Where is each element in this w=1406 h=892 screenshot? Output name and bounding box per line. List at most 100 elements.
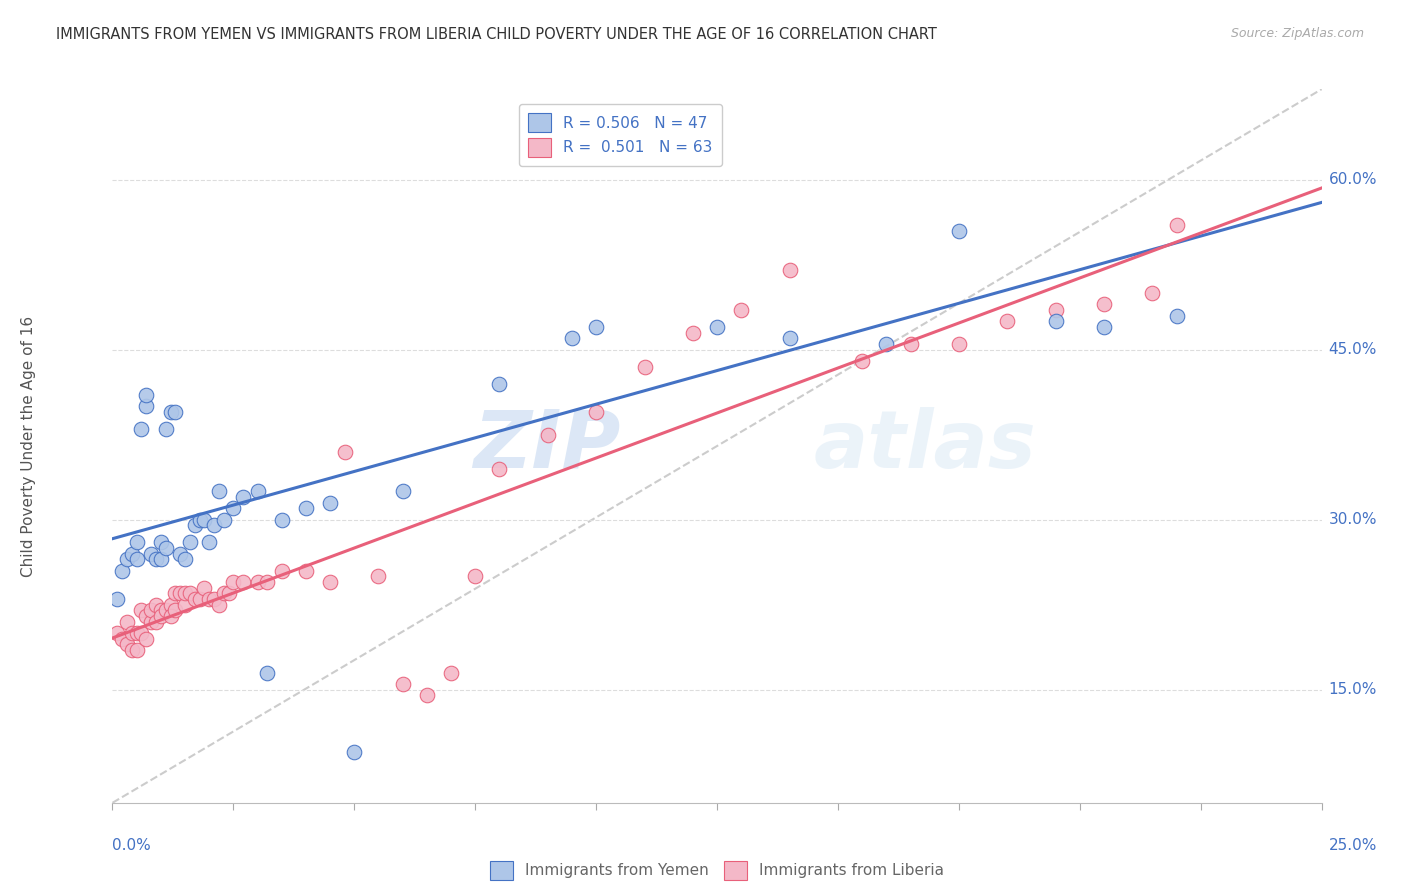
Point xyxy=(270,564,292,578)
Point xyxy=(149,603,172,617)
Point xyxy=(115,552,138,566)
Point xyxy=(165,405,187,419)
Point xyxy=(145,598,167,612)
Point xyxy=(169,586,191,600)
Point xyxy=(948,337,970,351)
Point xyxy=(193,581,215,595)
Point xyxy=(159,608,181,623)
Point xyxy=(948,224,970,238)
Legend: Immigrants from Yemen, Immigrants from Liberia: Immigrants from Yemen, Immigrants from L… xyxy=(482,854,952,888)
Point xyxy=(995,314,1018,328)
Point xyxy=(1142,286,1164,301)
Point xyxy=(155,603,177,617)
Point xyxy=(464,569,486,583)
Point xyxy=(121,547,143,561)
Point xyxy=(174,598,197,612)
Point xyxy=(391,484,413,499)
Point xyxy=(1166,309,1188,323)
Text: ZIP: ZIP xyxy=(472,407,620,485)
Point xyxy=(779,331,801,345)
Point xyxy=(135,400,157,414)
Point xyxy=(188,591,211,606)
Point xyxy=(256,574,278,589)
Point xyxy=(115,637,138,651)
Point xyxy=(198,591,221,606)
Point xyxy=(212,586,235,600)
Text: 45.0%: 45.0% xyxy=(1329,343,1376,357)
Text: Child Poverty Under the Age of 16: Child Poverty Under the Age of 16 xyxy=(21,316,35,576)
Point xyxy=(585,405,607,419)
Point xyxy=(1092,320,1115,334)
Point xyxy=(111,564,134,578)
Point xyxy=(149,552,172,566)
Point xyxy=(155,422,177,436)
Point xyxy=(111,632,134,646)
Point xyxy=(149,608,172,623)
Point xyxy=(198,535,221,549)
Point xyxy=(145,552,167,566)
Point xyxy=(202,518,225,533)
Point xyxy=(343,745,366,759)
Point xyxy=(232,574,254,589)
Point xyxy=(367,569,389,583)
Point xyxy=(135,608,157,623)
Text: 60.0%: 60.0% xyxy=(1329,172,1376,187)
Point xyxy=(105,626,128,640)
Point xyxy=(174,552,197,566)
Point xyxy=(141,615,163,629)
Point xyxy=(222,501,245,516)
Point xyxy=(115,615,138,629)
Point xyxy=(121,643,143,657)
Point xyxy=(488,461,510,475)
Point xyxy=(730,303,752,318)
Point xyxy=(159,598,181,612)
Point xyxy=(131,626,153,640)
Point xyxy=(149,535,172,549)
Point xyxy=(141,603,163,617)
Point xyxy=(319,495,342,509)
Point xyxy=(105,591,128,606)
Point xyxy=(391,677,413,691)
Point xyxy=(202,591,225,606)
Point xyxy=(295,501,318,516)
Point xyxy=(585,320,607,334)
Point xyxy=(319,574,342,589)
Point xyxy=(212,513,235,527)
Point xyxy=(682,326,704,340)
Point xyxy=(193,513,215,527)
Text: 15.0%: 15.0% xyxy=(1329,682,1376,697)
Point xyxy=(416,688,439,702)
Point xyxy=(706,320,728,334)
Point xyxy=(159,405,181,419)
Point xyxy=(145,615,167,629)
Point xyxy=(155,541,177,555)
Point xyxy=(875,337,897,351)
Point xyxy=(222,574,245,589)
Point xyxy=(208,598,231,612)
Point xyxy=(851,354,873,368)
Point xyxy=(174,586,197,600)
Point xyxy=(183,518,205,533)
Point xyxy=(125,552,148,566)
Point xyxy=(125,643,148,657)
Point xyxy=(440,665,463,680)
Point xyxy=(169,547,191,561)
Point xyxy=(188,513,211,527)
Point xyxy=(125,626,148,640)
Point xyxy=(1045,314,1067,328)
Point xyxy=(1045,303,1067,318)
Point xyxy=(131,422,153,436)
Point xyxy=(779,263,801,277)
Text: Source: ZipAtlas.com: Source: ZipAtlas.com xyxy=(1230,27,1364,40)
Text: IMMIGRANTS FROM YEMEN VS IMMIGRANTS FROM LIBERIA CHILD POVERTY UNDER THE AGE OF : IMMIGRANTS FROM YEMEN VS IMMIGRANTS FROM… xyxy=(56,27,938,42)
Point xyxy=(246,484,269,499)
Point xyxy=(1092,297,1115,311)
Point xyxy=(208,484,231,499)
Point xyxy=(125,535,148,549)
Point xyxy=(488,376,510,391)
Text: 25.0%: 25.0% xyxy=(1329,838,1376,854)
Point xyxy=(165,603,187,617)
Point xyxy=(561,331,583,345)
Point xyxy=(295,564,318,578)
Point xyxy=(256,665,278,680)
